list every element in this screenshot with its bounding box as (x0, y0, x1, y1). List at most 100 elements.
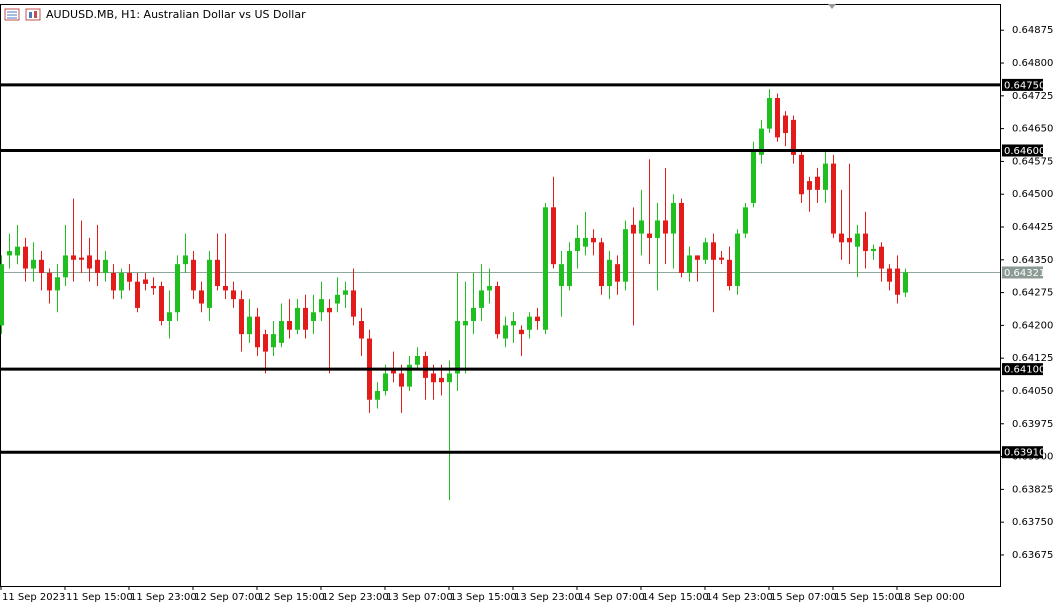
candle-body (863, 233, 868, 252)
x-tick-label: 14 Sep 15:00 (642, 592, 709, 603)
candle-body (599, 242, 604, 287)
level-label: 0.64100 (1004, 365, 1045, 376)
candle-body (319, 299, 324, 313)
candle-body (191, 259, 196, 291)
candle-body (831, 163, 836, 234)
candle-body (815, 176, 820, 190)
y-tick-label: 0.64350 (1012, 255, 1053, 266)
candle-body (679, 202, 684, 273)
y-tick-label: 0.64425 (1012, 222, 1053, 233)
candle-body (327, 307, 332, 313)
candle-body (279, 321, 284, 343)
plot-frame (0, 4, 1001, 587)
x-tick-label: 13 Sep 07:00 (386, 592, 453, 603)
y-tick-label: 0.64650 (1012, 124, 1053, 135)
x-tick-label: 11 Sep 15:00 (66, 592, 133, 603)
candle-body (247, 316, 252, 335)
candle-body (775, 98, 780, 138)
candle-body (295, 307, 300, 330)
y-tick-label: 0.64275 (1012, 288, 1053, 299)
level-label-box (1002, 446, 1043, 459)
candle-body (551, 207, 556, 265)
x-tick-label: 12 Sep 23:00 (322, 592, 389, 603)
candle-body (887, 268, 892, 282)
chart-title: AUDUSD.MB, H1: Australian Dollar vs US D… (46, 8, 306, 21)
y-tick-label: 0.64575 (1012, 156, 1053, 167)
candle-body (39, 259, 44, 273)
candle-body (111, 272, 116, 291)
candle-body (567, 251, 572, 287)
candle-body (655, 220, 660, 238)
candle-body (391, 369, 396, 374)
candle-body (575, 237, 580, 252)
candle-body (647, 233, 652, 238)
candle-body (823, 163, 828, 190)
candle-body (47, 272, 52, 291)
candle-body (639, 220, 644, 234)
y-tick-label: 0.64050 (1012, 386, 1053, 397)
y-tick-label: 0.63675 (1012, 550, 1053, 561)
level-label: 0.64600 (1004, 146, 1045, 157)
candle-body (791, 119, 796, 155)
candle-body (743, 207, 748, 234)
candle-body (127, 272, 132, 282)
candle-body (311, 312, 316, 322)
shift-marker (828, 4, 836, 9)
y-tick-label: 0.64500 (1012, 189, 1053, 200)
candle-body (95, 259, 100, 273)
y-tick-label: 0.63750 (1012, 517, 1053, 528)
candle-body (79, 257, 84, 260)
candle-body (143, 279, 148, 284)
level-label: 0.63910 (1004, 448, 1045, 459)
x-tick-label: 13 Sep 15:00 (450, 592, 517, 603)
candle-body (351, 290, 356, 317)
candles (0, 89, 908, 501)
candle-body (335, 294, 340, 304)
candle-body (711, 242, 716, 260)
candle-body (751, 150, 756, 203)
level-label-box (1002, 363, 1043, 376)
candle-body (519, 329, 524, 335)
candle-body (359, 321, 364, 339)
candle-body (383, 373, 388, 391)
y-tick-label: 0.64725 (1012, 91, 1053, 102)
price-label: 0.64321 (1004, 268, 1045, 279)
candle-body (799, 154, 804, 195)
candle-body (847, 237, 852, 243)
x-tick-label: 12 Sep 07:00 (194, 592, 261, 603)
candle-body (663, 220, 668, 234)
candle-body (479, 290, 484, 308)
candle-body (151, 286, 156, 289)
candle-body (495, 286, 500, 335)
candle-body (55, 277, 60, 291)
candle-body (375, 390, 380, 400)
level-label-box (1002, 144, 1043, 157)
candle-body (695, 255, 700, 260)
candle-body (671, 202, 676, 234)
candle-body (207, 259, 212, 308)
candle-body (199, 290, 204, 304)
candle-body (719, 257, 724, 260)
x-tick-label: 15 Sep 07:00 (770, 592, 837, 603)
candle-body (615, 264, 620, 282)
candle-body (255, 316, 260, 348)
candle-body (415, 355, 420, 365)
y-tick-label: 0.64875 (1012, 25, 1053, 36)
price-label-box (1002, 266, 1043, 279)
level-label-box (1002, 78, 1043, 91)
level-label: 0.64750 (1004, 80, 1045, 91)
candle-body (767, 98, 772, 129)
candle-body (455, 321, 460, 374)
x-tick-label: 14 Sep 23:00 (706, 592, 773, 603)
candle-body (119, 272, 124, 291)
candle-body (527, 316, 532, 330)
candle-body (63, 255, 68, 278)
candle-body (271, 334, 276, 348)
candle-body (175, 264, 180, 313)
candle-body (703, 242, 708, 260)
candle-body (439, 377, 444, 383)
candle-body (23, 246, 28, 269)
candle-body (855, 233, 860, 247)
candle-body (503, 325, 508, 339)
